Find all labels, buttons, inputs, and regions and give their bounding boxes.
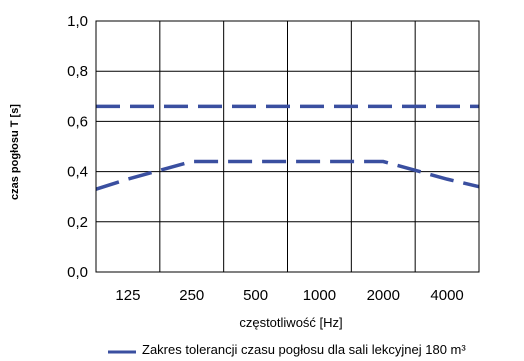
x-axis-label: częstotliwość [Hz] <box>239 315 342 330</box>
y-tick-label: 0,6 <box>67 113 88 130</box>
x-tick-label: 4000 <box>430 287 463 304</box>
y-tick-label: 1,0 <box>67 13 88 30</box>
y-tick-labels: 0,0 0,2 0,4 0,6 0,8 1,0 <box>67 13 88 281</box>
x-tick-labels: 125 250 500 1000 2000 4000 <box>115 287 463 304</box>
legend: Zakres tolerancji czasu pogłosu dla sali… <box>108 342 466 357</box>
series-lower-limit <box>95 159 480 191</box>
y-tick-label: 0,2 <box>67 214 88 231</box>
series-layer <box>95 104 480 191</box>
y-tick-label: 0,8 <box>67 63 88 80</box>
plot-border <box>95 20 480 273</box>
x-tick-label: 2000 <box>367 287 400 304</box>
y-axis-label: czas pogłosu T [s] <box>9 104 21 200</box>
x-tick-label: 250 <box>179 287 204 304</box>
x-tick-label: 1000 <box>303 287 336 304</box>
y-tick-label: 0,0 <box>67 264 88 281</box>
legend-label: Zakres tolerancji czasu pogłosu dla sali… <box>142 342 466 357</box>
grid <box>96 21 479 272</box>
y-tick-label: 0,4 <box>67 164 88 181</box>
x-tick-label: 125 <box>115 287 140 304</box>
x-tick-label: 500 <box>243 287 268 304</box>
plot-frame <box>95 20 480 273</box>
